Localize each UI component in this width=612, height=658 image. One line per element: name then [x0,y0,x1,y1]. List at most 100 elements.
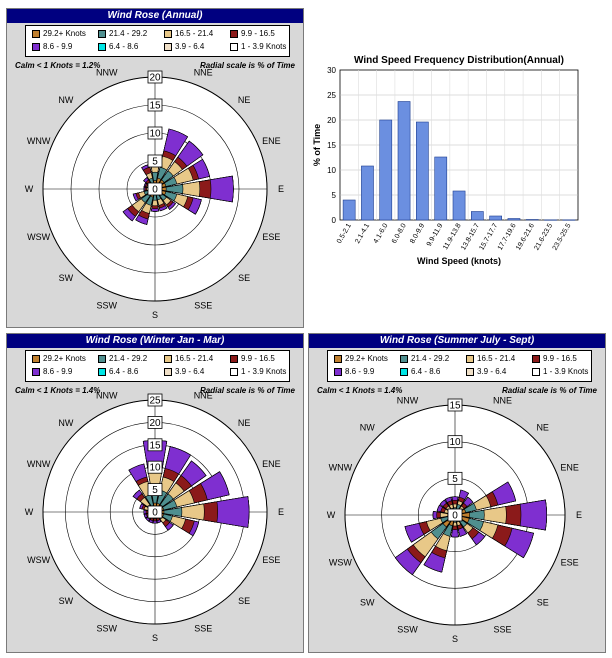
direction-label: E [278,507,284,517]
legend-swatch [32,367,40,376]
direction-label: NW [58,418,73,428]
legend-label: 29.2+ Knots [345,354,388,363]
legend-item: 29.2+ Knots [32,354,86,364]
rose-petal-e-band1 [154,507,183,517]
y-tick-label: 15 [327,141,336,150]
direction-label: NNW [397,395,419,405]
ring-label: 0 [452,511,458,522]
legend-item: 8.6 - 9.9 [334,367,374,377]
ring-label-box [147,416,163,429]
legend-swatch [32,29,40,38]
x-tick-label: 4.1-6.0 [373,222,390,244]
legend-label: 8.6 - 9.9 [43,42,73,51]
direction-label: WSW [329,558,352,568]
direction-label: SSE [194,623,212,633]
legend-swatch [466,354,474,363]
legend-label: 21.4 - 29.2 [109,29,148,38]
y-tick-label: 25 [327,91,336,100]
legend-label: 1 - 3.9 Knots [241,42,287,51]
direction-label: NW [58,95,73,105]
ring-label: 0 [152,185,158,196]
legend-item: 6.4 - 8.6 [400,367,440,377]
y-tick-label: 10 [327,166,336,175]
legend-label: 6.4 - 8.6 [109,367,139,376]
x-tick-label: 8.0-9.9 [409,222,426,244]
legend-item: 6.4 - 8.6 [98,367,138,377]
bar-17.7-19.6 [507,218,521,221]
legend-swatch [32,42,40,51]
bar-23.5-25.5 [562,219,576,221]
direction-label: NNE [194,391,213,401]
ring-label: 25 [149,396,161,407]
ring-label: 10 [149,129,161,140]
bar-chart-container: Wind Speed Frequency Distribution(Annual… [310,50,594,280]
ring-label: 20 [149,418,161,429]
ring-label: 5 [152,485,158,496]
y-tick-label: 5 [332,191,337,200]
legend-item: 6.4 - 8.6 [98,42,138,52]
legend-item: 1 - 3.9 Knots [230,42,286,52]
legend-label: 3.9 - 6.4 [175,42,205,51]
direction-label: NNE [493,395,512,405]
wind-rose-panel-summer: Wind Rose (Summer July - Sept) 29.2+ Kno… [308,333,606,653]
direction-label: WSW [27,232,50,242]
legend-swatch [164,367,172,376]
wind-speed-bar-chart: Wind Speed Frequency Distribution(Annual… [312,55,579,266]
legend-item: 3.9 - 6.4 [466,367,506,377]
bar-9.9-11.9 [434,156,448,221]
wind-rose-panel-winter: Wind Rose (Winter Jan - Mar) 29.2+ Knots… [6,333,304,653]
wind-rose-chart: 0 5 10 15 20 NNE NE ENE E ESE SE SSE S SSW SW WSW W WNW NW… [25,68,284,320]
x-tick-label: 23.5-25.5 [552,222,573,251]
direction-label: NE [238,418,251,428]
y-tick-label: 30 [327,66,336,75]
direction-label: W [25,184,34,194]
bar-21.6-23.5 [544,219,557,221]
x-axis-label: Wind Speed (knots) [417,256,501,266]
direction-label: NE [536,422,549,432]
direction-label: E [278,184,284,194]
direction-label: ENE [560,463,579,473]
legend-swatch [532,354,540,363]
y-tick-label: 20 [327,116,336,125]
ring-label: 15 [149,440,161,451]
bar-13.8-15.7 [471,211,484,221]
legend-swatch [466,367,474,376]
x-tick-label: 0.5-2.1 [336,222,353,244]
direction-label: SSW [397,625,418,635]
y-axis-label: % of Time [312,124,322,166]
legend-swatch [230,29,238,38]
legend-swatch [164,29,172,38]
direction-label: WNW [27,459,51,469]
legend-swatch [230,367,238,376]
legend-label: 6.4 - 8.6 [109,42,139,51]
ring-label-box [147,460,163,474]
legend-label: 1 - 3.9 Knots [241,367,287,376]
ring-label-box [147,70,163,84]
legend-label: 16.5 - 21.4 [175,29,214,38]
ring-label-box [147,393,163,407]
direction-label: SSW [97,300,118,310]
legend-swatch [334,367,342,376]
panel-title: Wind Rose (Summer July - Sept) [309,334,605,348]
ring-label-box [447,435,463,449]
legend-item: 1 - 3.9 Knots [230,367,286,377]
ring-label-box [147,126,163,140]
legend-label: 16.5 - 21.4 [477,354,516,363]
legend-label: 29.2+ Knots [43,29,86,38]
legend-item: 8.6 - 9.9 [32,367,72,377]
legend-label: 9.9 - 16.5 [241,354,275,363]
direction-label: WNW [329,463,353,473]
direction-label: S [452,634,458,644]
ring-label: 5 [452,474,458,485]
direction-label: NNE [194,68,213,78]
radial-scale-text: Radial scale is % of Time [501,386,597,395]
bar-4.1-6.0 [379,119,393,221]
legend-item: 9.9 - 16.5 [532,354,577,364]
ring-label-box [147,483,163,497]
calm-text: Calm < 1 Knots = 1.4% [15,386,101,395]
direction-label: SW [59,596,74,606]
bar-6.0-8.0 [397,101,411,221]
direction-label: SSE [493,625,511,635]
calm-text: Calm < 1 Knots = 1.2% [15,61,101,70]
ring-label-box [147,154,163,168]
